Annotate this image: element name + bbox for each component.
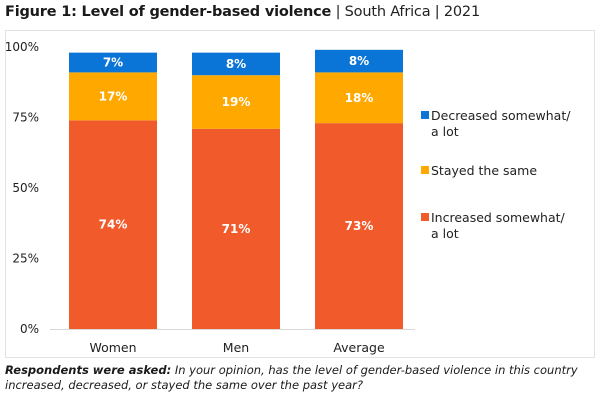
x-tick-label: Men [223,340,249,355]
legend-swatch [421,111,429,119]
data-label: 8% [349,54,369,68]
y-tick-label: 50% [12,181,39,195]
bar-segment-average-1 [315,72,403,124]
y-tick-label: 75% [12,111,39,125]
footnote-question: In your opinion, has the level of gender… [5,363,578,392]
bar-segment-men-2 [192,52,280,76]
x-tick-label: Women [89,340,136,355]
legend-label: a lot [431,226,459,241]
figure-title: Figure 1: Level of gender-based violence… [5,4,480,20]
data-label: 19% [222,95,251,109]
bar-segment-women-0 [69,120,157,329]
data-label: 8% [226,57,246,71]
footnote: Respondents were asked: In your opinion,… [5,363,605,393]
x-tick-label: Average [333,340,385,355]
legend-label: Decreased somewhat/ [431,108,571,123]
y-tick-label: 0% [20,322,39,336]
data-label: 7% [103,56,123,70]
y-tick-label: 100% [5,40,39,54]
data-label: 74% [99,218,128,232]
y-tick-label: 25% [12,252,39,266]
bar-segment-women-1 [69,72,157,121]
legend-label: Stayed the same [431,163,537,178]
data-label: 71% [222,222,251,236]
legend-label: a lot [431,124,459,139]
data-label: 18% [345,91,374,105]
figure-title-main: Figure 1: Level of gender-based violence [5,4,332,20]
figure-title-subtitle: | South Africa | 2021 [331,4,481,20]
legend-label: Increased somewhat/ [431,210,566,225]
bar-segment-women-2 [69,52,157,73]
bar-segment-average-0 [315,123,403,329]
bar-segment-average-2 [315,49,403,73]
data-label: 17% [99,89,128,103]
data-label: 73% [345,219,374,233]
legend-swatch [421,213,429,221]
bar-segment-men-1 [192,75,280,129]
footnote-label: Respondents were asked: [5,363,172,377]
legend-swatch [421,166,429,174]
bar-segment-men-0 [192,128,280,329]
